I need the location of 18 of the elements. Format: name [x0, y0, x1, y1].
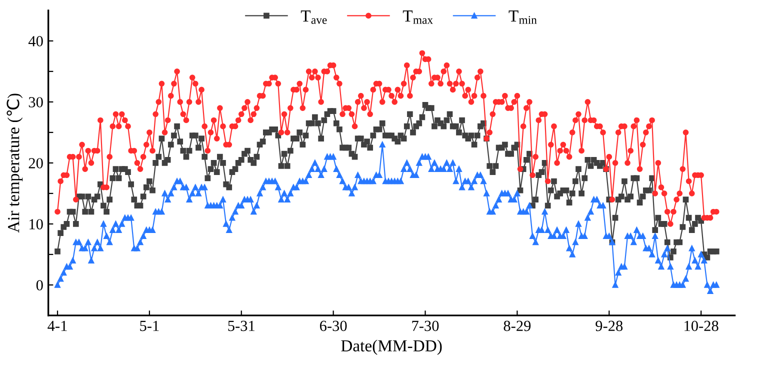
legend-label: T$_{max}$ [402, 10, 433, 24]
x-axis-title: Date(MM-DD) [341, 340, 442, 355]
y-tick-label: 0 [36, 280, 43, 290]
y-axis-title: Air temperature (℃) [6, 94, 23, 233]
x-tick-label: 10-28 [684, 320, 718, 332]
y-tick-label: 30 [28, 97, 43, 108]
x-tick-label: 7-30 [412, 320, 439, 332]
y-tick-label: 10 [30, 219, 43, 230]
x-tick-label: 6-30 [320, 320, 347, 332]
x-tick-label: 8-29 [504, 320, 531, 332]
legend-label: T$_{ave}$ [300, 10, 327, 24]
y-tick-label: 40 [28, 36, 43, 46]
x-tick-label: 5-1 [140, 320, 159, 332]
x-tick-label: 5-31 [228, 320, 254, 332]
legend-label: T$_{min}$ [508, 10, 537, 24]
x-tick-label: 4-1 [48, 320, 67, 331]
y-tick-label: 20 [28, 158, 43, 168]
x-tick-label: 9-28 [596, 320, 623, 332]
